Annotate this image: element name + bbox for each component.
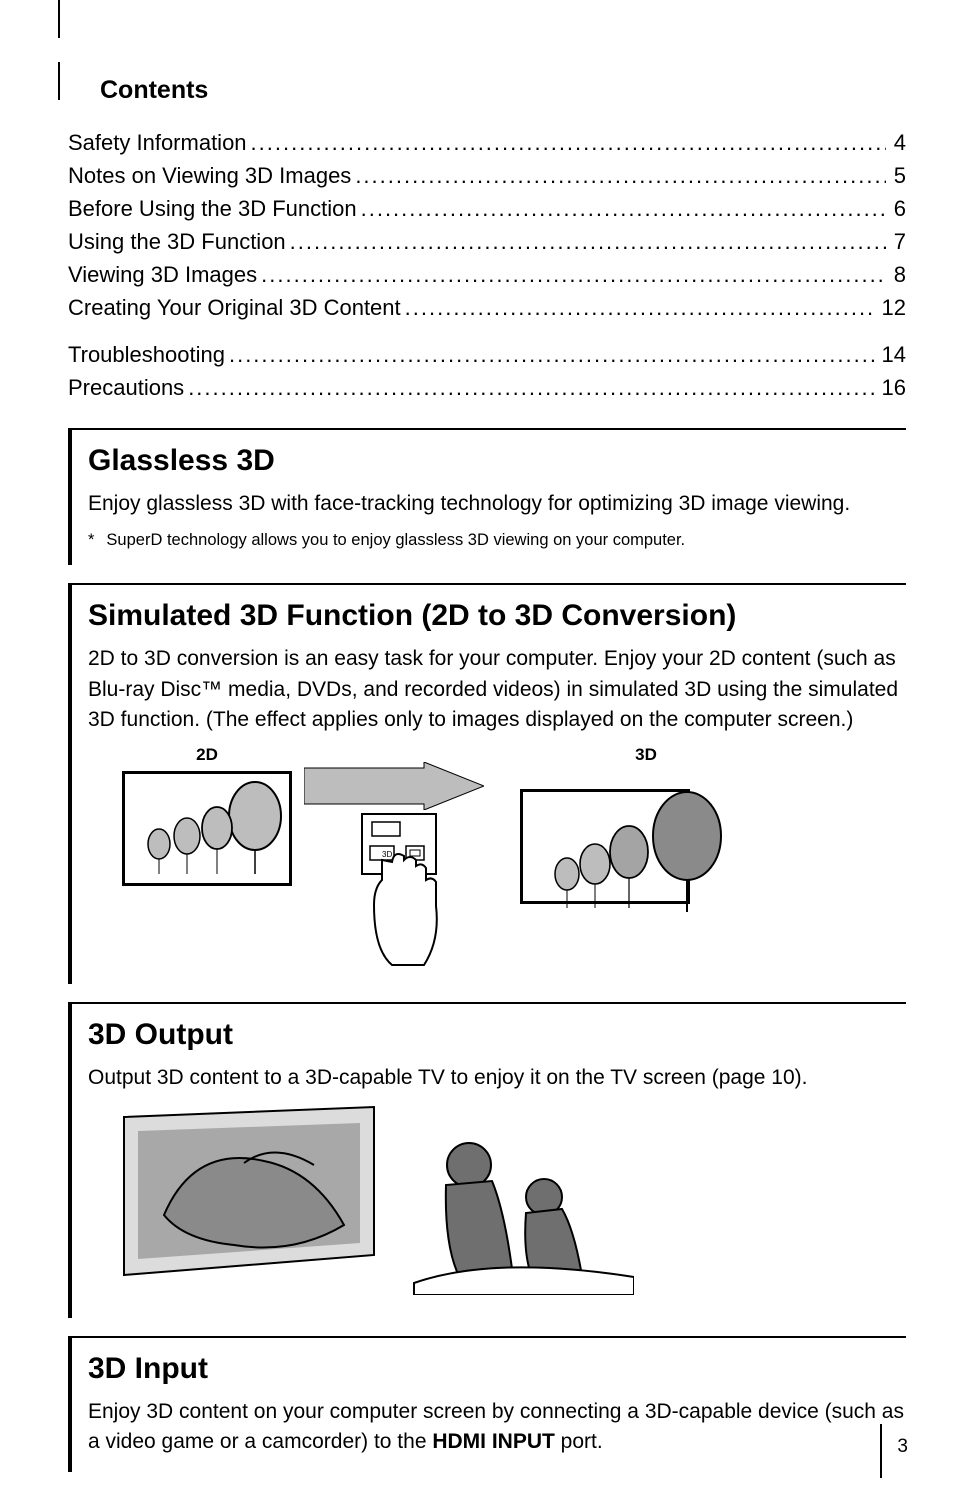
figure-label-2d: 2D [196,742,218,768]
figure-2d-panel: 2D [122,742,292,887]
section-heading: 3D Output [88,1012,906,1057]
section-simulated-3d: Simulated 3D Function (2D to 3D Conversi… [68,583,906,983]
top-crop-mark [58,0,60,38]
toc-row: Viewing 3D Images 8 [68,258,906,291]
toc-row: Before Using the 3D Function 6 [68,192,906,225]
illustration-2d-screen [122,771,292,886]
toc-title: Using the 3D Function [68,225,286,258]
toc-leader [251,126,886,159]
illustration-3d-output [88,1105,906,1304]
table-of-contents: Safety Information 4 Notes on Viewing 3D … [68,126,906,404]
contents-heading-rule [58,62,60,100]
figure-middle: 3D [304,762,484,970]
toc-title: Viewing 3D Images [68,258,257,291]
footnote-marker: * [88,529,94,551]
section-3d-input: 3D Input Enjoy 3D content on your comput… [68,1336,906,1472]
page-number: 3 [897,1433,908,1462]
toc-title: Safety Information [68,126,247,159]
section-glassless-3d: Glassless 3D Enjoy glassless 3D with fac… [68,428,906,566]
toc-page: 7 [890,225,906,258]
toc-leader [261,258,886,291]
button-label-3d: 3D [382,850,392,859]
toc-row: Safety Information 4 [68,126,906,159]
figure-3d-panel: 3D [506,742,716,912]
section-heading: Glassless 3D [88,438,906,483]
toc-title: Troubleshooting [68,338,225,371]
toc-row: Notes on Viewing 3D Images 5 [68,159,906,192]
toc-page: 12 [878,291,906,324]
figure-2d-to-3d: 2D [88,742,906,970]
toc-leader [355,159,885,192]
arrow-icon [304,762,484,810]
toc-leader [188,371,873,404]
section-3d-output: 3D Output Output 3D content to a 3D-capa… [68,1002,906,1318]
toc-page: 16 [878,371,906,404]
toc-leader [290,225,886,258]
toc-row: Creating Your Original 3D Content 12 [68,291,906,324]
toc-row: Precautions 16 [68,371,906,404]
toc-leader [229,338,874,371]
toc-page: 6 [890,192,906,225]
section-body: Enjoy glassless 3D with face-tracking te… [88,489,906,519]
toc-leader [361,192,886,225]
footnote-text: SuperD technology allows you to enjoy gl… [106,529,685,551]
hand-press-3d-icon: 3D [344,810,454,970]
balloons-3d-icon [503,772,713,921]
page-number-rule [880,1424,882,1478]
illustration-3d-screen [506,771,716,911]
section-heading: 3D Input [88,1346,906,1391]
figure-label-3d: 3D [635,742,657,768]
toc-title: Before Using the 3D Function [68,192,357,225]
toc-group-2: Troubleshooting 14 Precautions 16 [68,338,906,404]
toc-title: Creating Your Original 3D Content [68,291,401,324]
section-body: Enjoy 3D content on your computer screen… [88,1397,906,1458]
toc-leader [405,291,874,324]
footnote: * SuperD technology allows you to enjoy … [88,529,906,551]
toc-row: Troubleshooting 14 [68,338,906,371]
toc-page: 14 [878,338,906,371]
contents-heading: Contents [100,72,906,110]
toc-page: 5 [890,159,906,192]
body-post: port. [555,1430,603,1453]
toc-row: Using the 3D Function 7 [68,225,906,258]
toc-title: Notes on Viewing 3D Images [68,159,351,192]
toc-group-1: Safety Information 4 Notes on Viewing 3D … [68,126,906,324]
section-body: 2D to 3D conversion is an easy task for … [88,644,906,735]
tv-viewers-icon [114,1105,634,1295]
body-bold: HDMI INPUT [432,1430,555,1453]
toc-title: Precautions [68,371,184,404]
toc-page: 8 [890,258,906,291]
balloons-2d-icon [125,774,289,883]
toc-page: 4 [890,126,906,159]
section-heading: Simulated 3D Function (2D to 3D Conversi… [88,593,906,638]
section-body: Output 3D content to a 3D-capable TV to … [88,1063,906,1093]
